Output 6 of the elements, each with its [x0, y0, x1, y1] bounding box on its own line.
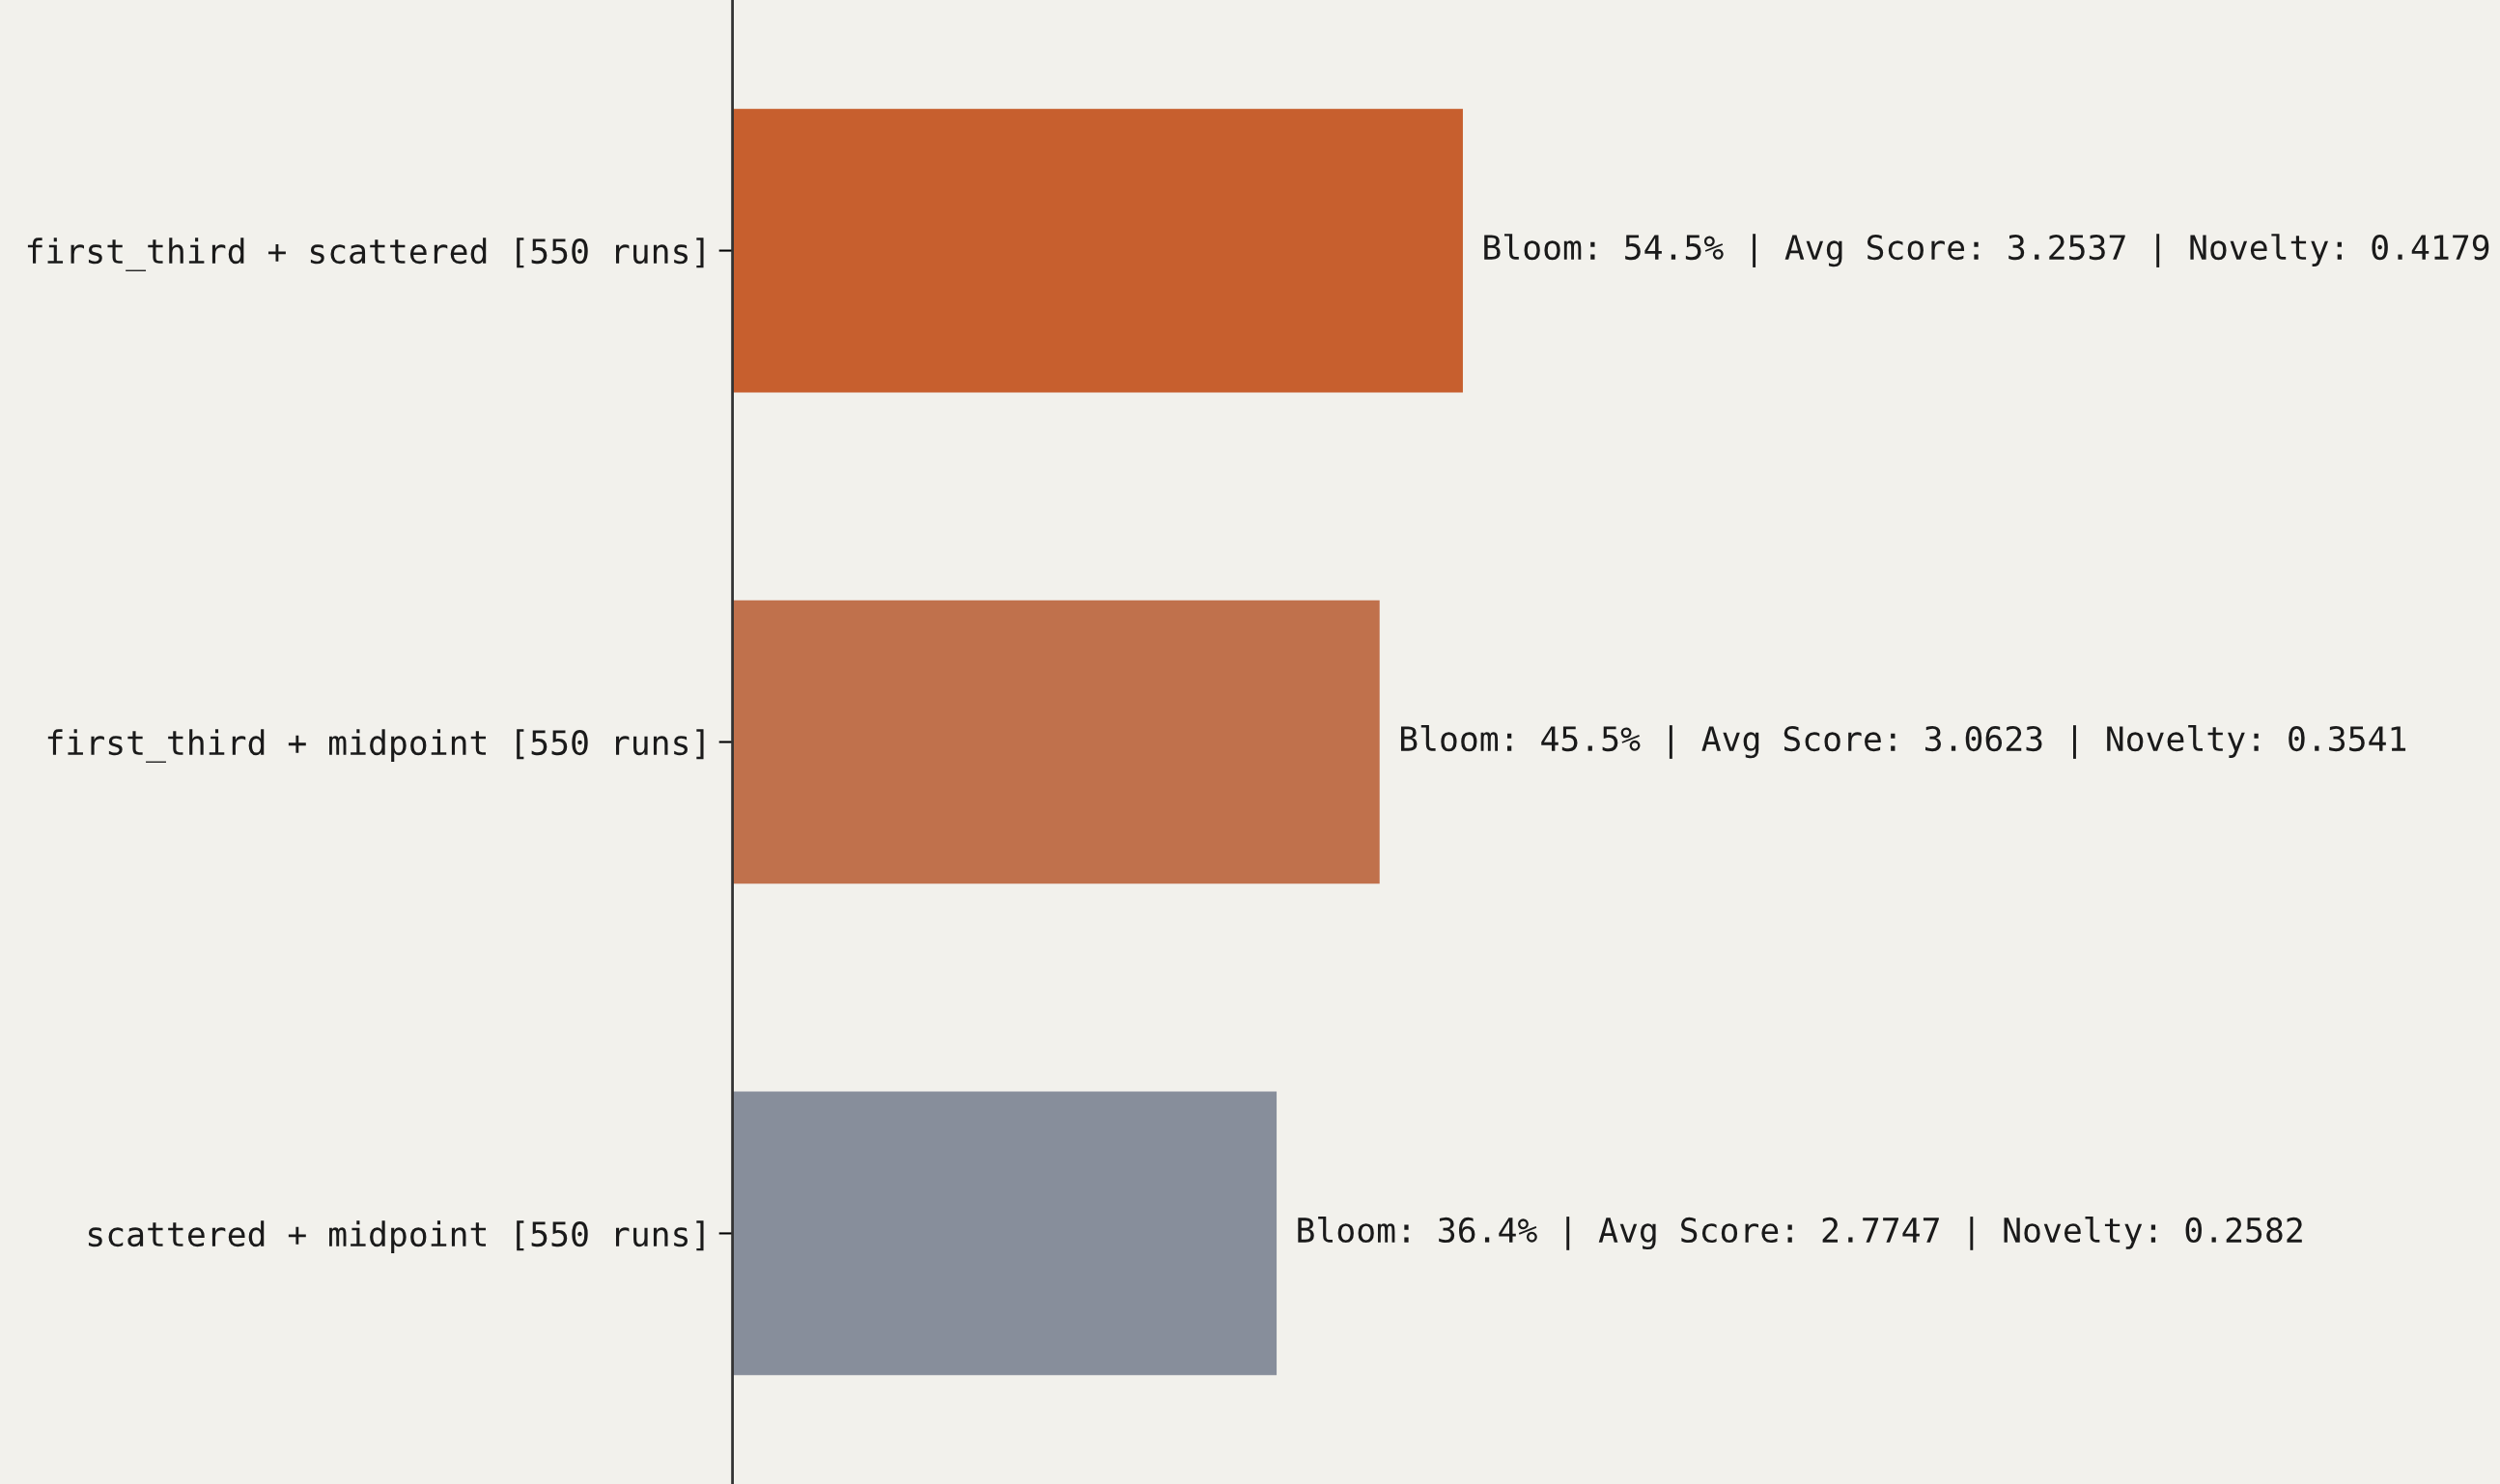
- annotation: Bloom: 45.5% | Avg Score: 3.0623 | Novelty: 0.3541: [1400, 725, 2406, 759]
- annotation: Bloom: 54.5% | Avg Score: 3.2537 | Novelty: 0.4179: [1484, 234, 2489, 267]
- annotation: Bloom: 36.4% | Avg Score: 2.7747 | Novelty: 0.2582: [1298, 1217, 2302, 1250]
- y-tick-label: scattered + midpoint [550 runs]: [88, 1220, 704, 1253]
- y-tick-label: first_third + midpoint [550 runs]: [47, 729, 704, 763]
- y-tick-label: first_third + scattered [550 runs]: [27, 238, 704, 271]
